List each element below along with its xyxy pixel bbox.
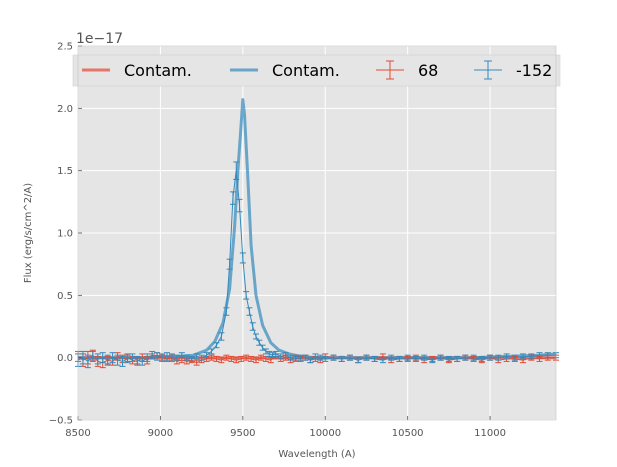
- y-tick-label: 2.5: [57, 42, 73, 53]
- x-tick-label: 10000: [309, 428, 341, 439]
- series-3: [75, 161, 559, 369]
- legend-label: -152: [516, 61, 552, 80]
- legend-entry-0: Contam.: [82, 61, 192, 80]
- y-tick-label: 1.5: [57, 166, 73, 177]
- legend-entry-1: Contam.: [230, 61, 340, 80]
- x-tick-label: 9500: [230, 428, 255, 439]
- errorbar-line: [77, 170, 556, 363]
- legend-entry-2: 68: [376, 60, 438, 80]
- y-axis-ticks: −0.5 0.0 0.5 1.0 1.5 2.0 2.5: [49, 42, 82, 427]
- y-offset-label: 1e−17: [76, 31, 123, 47]
- legend: Contam. Contam. 68 -152: [72, 54, 561, 87]
- x-tick-label: 10500: [392, 428, 424, 439]
- x-axis-label: Wavelength (A): [278, 449, 355, 460]
- legend-entry-3: -152: [474, 60, 552, 80]
- legend-label: Contam.: [272, 61, 340, 80]
- legend-label: Contam.: [124, 61, 192, 80]
- y-tick-label: 1.0: [57, 229, 73, 240]
- y-tick-label: −0.5: [49, 416, 73, 427]
- legend-label: 68: [418, 61, 438, 80]
- x-tick-label: 8500: [65, 428, 90, 439]
- y-tick-label: 0.0: [57, 353, 73, 364]
- y-tick-label: 2.0: [57, 104, 73, 115]
- plot-frame: [77, 45, 557, 421]
- y-axis-label: Flux (erg/s/cm^2/A): [23, 183, 34, 283]
- y-tick-label: 0.5: [57, 291, 73, 302]
- x-tick-label: 9000: [148, 428, 173, 439]
- x-tick-label: 11000: [474, 428, 506, 439]
